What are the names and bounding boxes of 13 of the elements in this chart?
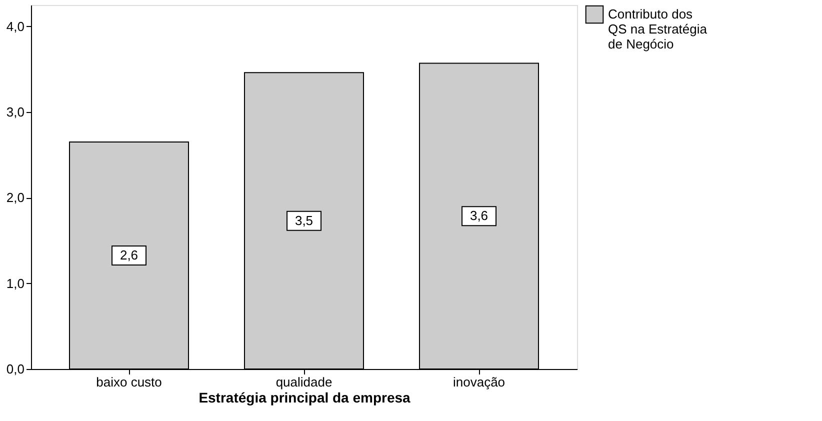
- y-tick-label: 4,0: [6, 18, 24, 34]
- x-tick-label: baixo custo: [96, 374, 162, 390]
- y-tick-label: 0,0: [6, 362, 24, 376]
- y-tick-label: 1,0: [6, 276, 24, 291]
- y-tick-label: 3,0: [6, 104, 24, 120]
- data-label: 3,5: [294, 212, 314, 228]
- data-label: 3,6: [470, 208, 488, 224]
- x-tick-label: inovação: [452, 374, 506, 390]
- legend-label: Contributo dos QS na Estratégia de Negócio: [608, 6, 708, 52]
- x-tick-label: qualidade: [276, 374, 332, 390]
- x-axis-title: Estratégia principal da empresa: [198, 390, 411, 406]
- data-label: 2,6: [120, 248, 138, 263]
- y-tick-label: 2,0: [6, 190, 24, 206]
